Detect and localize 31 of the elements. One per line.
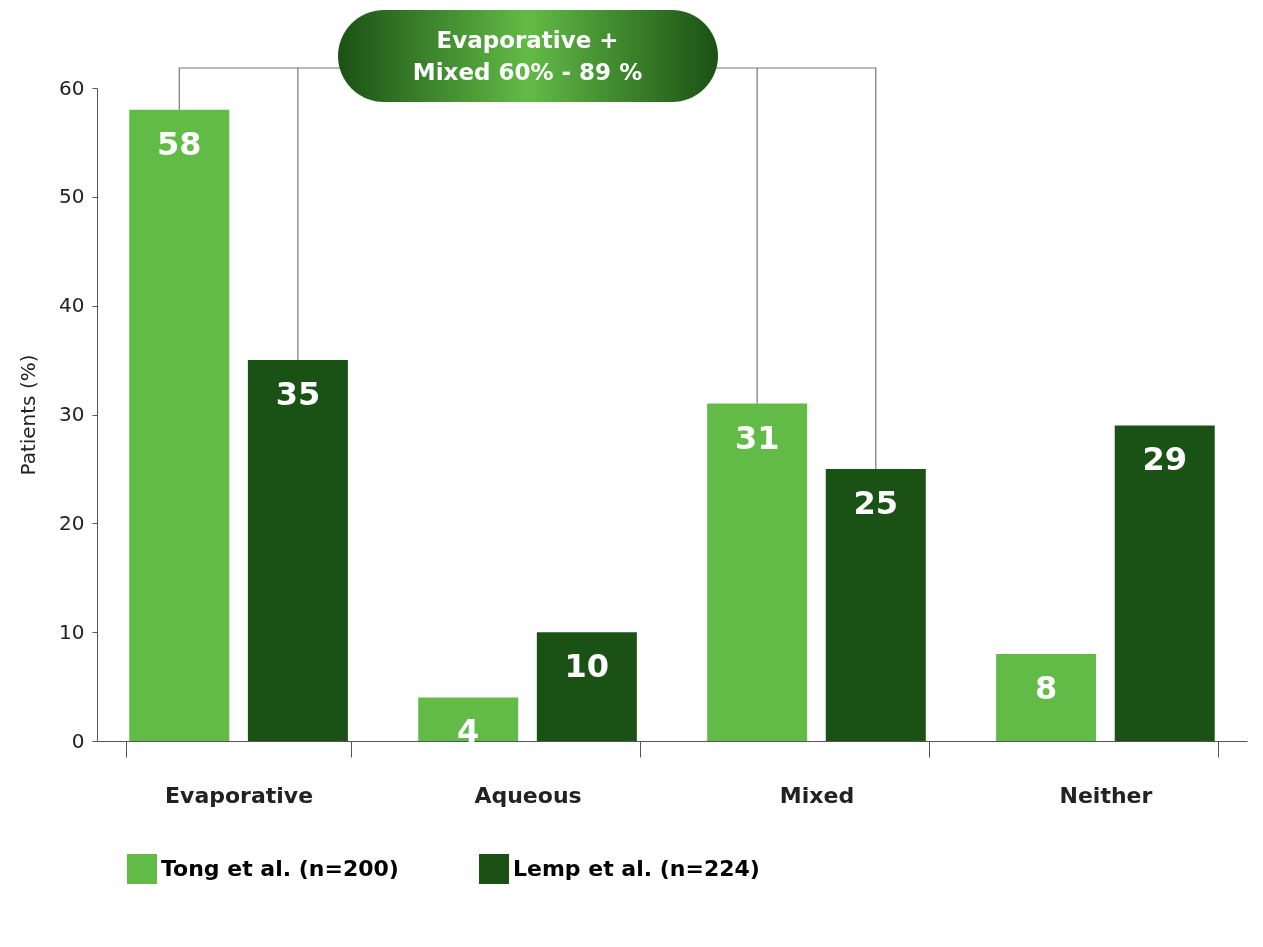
y-tick-label: 50 xyxy=(59,184,85,209)
bar xyxy=(129,109,230,741)
x-tick-label: Aqueous xyxy=(474,782,582,808)
legend-label: Lemp et al. (n=224) xyxy=(513,856,760,881)
data-label: 10 xyxy=(564,647,610,686)
callout-box: Evaporative + Mixed 60% - 89 % xyxy=(337,10,718,102)
data-label: 35 xyxy=(275,375,321,414)
x-tick-label: Mixed xyxy=(779,782,855,808)
bar xyxy=(1114,425,1215,741)
y-tick-label: 60 xyxy=(59,75,85,100)
legend-label: Tong et al. (n=200) xyxy=(161,856,399,881)
y-tick-label: 20 xyxy=(59,510,85,535)
x-tick-label: Neither xyxy=(1059,782,1153,808)
data-label: 8 xyxy=(1034,668,1058,707)
bar xyxy=(418,697,519,741)
bar xyxy=(247,360,348,741)
y-tick-label: 40 xyxy=(59,293,85,318)
y-tick-label: 30 xyxy=(59,402,85,426)
y-axis-title: Patients (%) xyxy=(16,354,41,476)
data-label: 58 xyxy=(157,124,202,163)
y-tick-label: 10 xyxy=(59,619,85,644)
data-label: 25 xyxy=(853,483,899,522)
bar xyxy=(996,653,1097,741)
x-tick-label: Evaporative xyxy=(165,782,314,808)
data-label: 4 xyxy=(457,712,480,751)
y-tick-label: 0 xyxy=(71,728,85,753)
bar xyxy=(707,403,808,741)
bar xyxy=(825,468,926,741)
data-label: 31 xyxy=(734,418,780,457)
bar xyxy=(536,632,637,741)
data-label: 29 xyxy=(1142,440,1187,479)
